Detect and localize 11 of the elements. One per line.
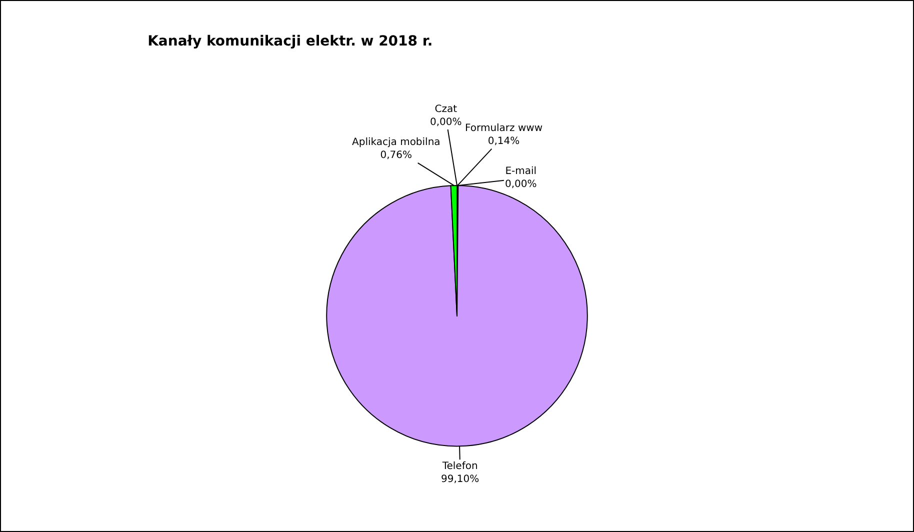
data-label: 0,76% <box>380 150 412 161</box>
slice-label: Formularz www <box>465 123 543 134</box>
category-label: E-mail <box>505 166 537 177</box>
slice-label: Aplikacja mobilna <box>352 137 440 148</box>
category-label: Czat <box>434 104 458 115</box>
slice-label: Telefon <box>441 461 478 472</box>
text: 0,00% <box>505 179 537 190</box>
data-label: 0,14% <box>488 136 520 147</box>
text: 0,00% <box>430 117 462 128</box>
data-label: 99,10% <box>441 474 480 485</box>
chart-title: Kanały komunikacji elektr. w 2018 r. <box>148 33 433 50</box>
